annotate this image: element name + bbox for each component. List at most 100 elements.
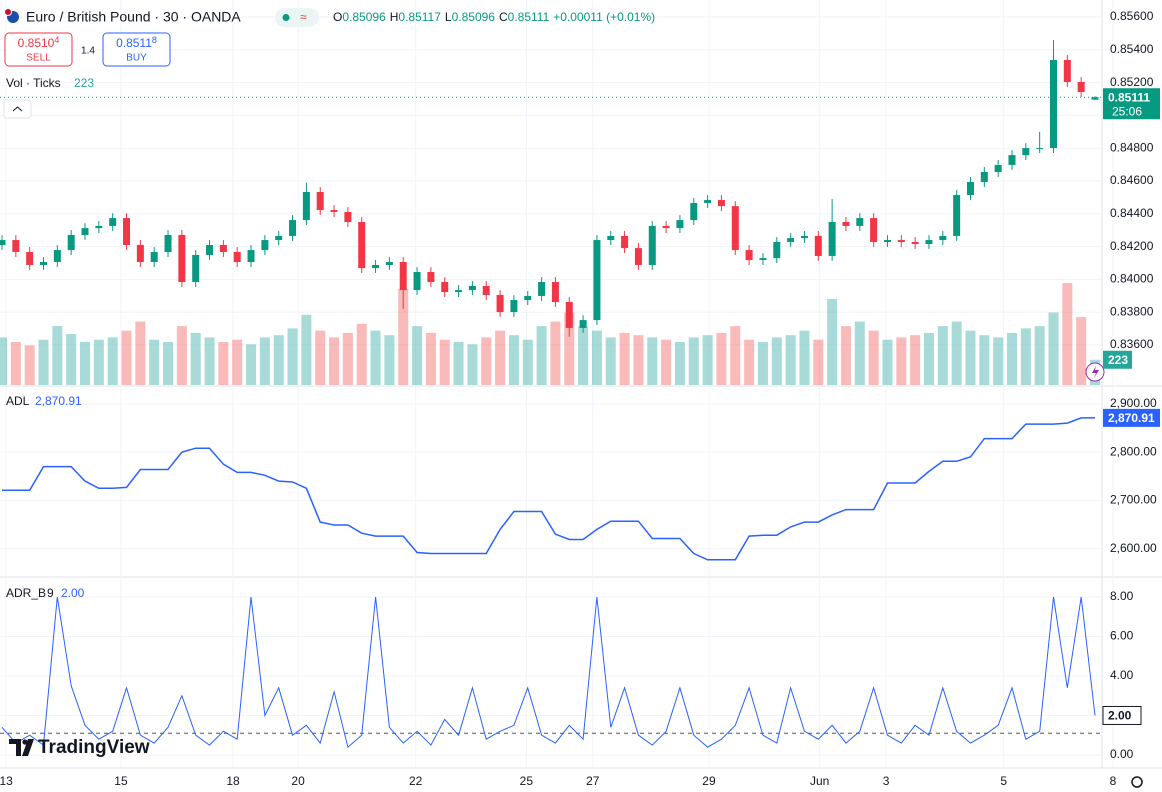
candle-body bbox=[621, 235, 629, 249]
ohlc-key: L bbox=[445, 10, 452, 24]
volume-bar bbox=[854, 321, 865, 385]
sell-pip: 4 bbox=[54, 35, 59, 45]
volume-bar bbox=[647, 337, 658, 385]
candle-body bbox=[925, 240, 933, 244]
candle-body bbox=[275, 235, 283, 241]
candle-body bbox=[966, 182, 974, 195]
brand-logo bbox=[9, 739, 34, 756]
y-tick-label: 0.00 bbox=[1110, 747, 1134, 761]
volume-bar bbox=[591, 330, 602, 385]
volume-bar bbox=[218, 341, 229, 385]
candle-body bbox=[372, 264, 380, 269]
candle-body bbox=[911, 242, 919, 244]
buy-price-main: 0.8511 bbox=[116, 36, 152, 50]
volume-bar bbox=[495, 330, 506, 385]
spread: 1.4 bbox=[81, 46, 95, 57]
candle-body bbox=[1008, 155, 1016, 165]
volume-bar bbox=[259, 337, 270, 385]
volume-bar bbox=[232, 339, 243, 385]
candle-body bbox=[883, 240, 891, 243]
volume-bar bbox=[107, 337, 118, 385]
candle-body bbox=[1091, 97, 1099, 100]
candle-body bbox=[593, 240, 601, 321]
settings-button[interactable] bbox=[1131, 776, 1143, 788]
candle-body bbox=[731, 206, 739, 251]
ohlc-value: 0.85111 bbox=[508, 10, 550, 24]
market-status[interactable] bbox=[275, 8, 319, 27]
candle-body bbox=[233, 252, 241, 263]
price-badge-bg bbox=[1103, 88, 1160, 120]
time-tick-label: 5 bbox=[1000, 774, 1007, 788]
volume-bar bbox=[24, 345, 35, 385]
candle-body bbox=[648, 225, 656, 265]
price-tick-label: 0.83600 bbox=[1110, 337, 1154, 351]
volume-bar bbox=[80, 341, 91, 385]
candle-body bbox=[358, 222, 366, 269]
volume-bar bbox=[453, 341, 464, 385]
volume-bar bbox=[176, 326, 187, 385]
y-tick-label: 8.00 bbox=[1110, 589, 1134, 603]
candle-body bbox=[676, 220, 684, 229]
volume-bar bbox=[536, 326, 547, 385]
symbol-flag bbox=[4, 8, 12, 16]
time-tick-label: 3 bbox=[883, 774, 890, 788]
volume-bar bbox=[1048, 312, 1059, 385]
volume-bar bbox=[149, 339, 160, 385]
candle-body bbox=[1049, 60, 1057, 149]
candle-body bbox=[897, 240, 905, 243]
buy-button[interactable] bbox=[102, 32, 171, 67]
candle-body bbox=[206, 244, 214, 255]
series-line bbox=[2, 417, 1095, 561]
candle-body bbox=[192, 254, 200, 283]
ohlc-value: 0.85117 bbox=[398, 10, 441, 24]
volume-bar bbox=[605, 337, 616, 385]
brand-logo bbox=[22, 739, 28, 745]
ohlc-key: C bbox=[499, 10, 508, 24]
collapse-button[interactable] bbox=[3, 99, 32, 119]
status-dot bbox=[282, 14, 290, 21]
adr-legend-value: 2.00 bbox=[61, 586, 85, 600]
volume-bar bbox=[342, 332, 353, 385]
candle-body bbox=[1063, 60, 1071, 82]
volume-bar bbox=[923, 332, 934, 385]
volume-bar bbox=[785, 335, 796, 385]
volume-bar bbox=[757, 341, 768, 385]
candle-body bbox=[247, 250, 255, 263]
price-tick-label: 0.85400 bbox=[1110, 42, 1154, 56]
volume-legend: Vol · Ticks bbox=[6, 76, 61, 90]
volume-badge: 223 bbox=[1108, 353, 1128, 367]
candle-body bbox=[26, 252, 34, 265]
y-tick-label: 2,800.00 bbox=[1110, 444, 1157, 458]
candle-body bbox=[634, 248, 642, 265]
volume-bar bbox=[135, 321, 146, 385]
volume-bar bbox=[993, 337, 1004, 385]
candle-body bbox=[136, 244, 144, 263]
candle-body bbox=[704, 200, 712, 203]
sell-price-main: 0.8510 bbox=[18, 36, 55, 50]
candle-body bbox=[870, 218, 878, 243]
status-icon: ≈ bbox=[300, 10, 307, 24]
lightning-icon bbox=[1092, 366, 1099, 378]
volume-bar bbox=[1034, 326, 1045, 385]
time-tick-label: 15 bbox=[114, 774, 128, 788]
buy-pip: 8 bbox=[152, 35, 157, 45]
volume-bar bbox=[52, 326, 63, 385]
volume-bar bbox=[688, 337, 699, 385]
symbol-title[interactable]: Euro / British Pound · 30 · OANDA bbox=[26, 9, 241, 25]
sell-price: 0.85104 bbox=[18, 35, 60, 50]
time-tick-label: 18 bbox=[226, 774, 240, 788]
candle-body bbox=[856, 218, 864, 226]
marks bbox=[0, 40, 1102, 749]
volume-bar bbox=[93, 339, 104, 385]
time-tick-label: 20 bbox=[291, 774, 305, 788]
candle-body bbox=[745, 250, 753, 261]
time-tick-label: 8 bbox=[1110, 774, 1117, 788]
candle-body bbox=[413, 272, 421, 291]
series-line bbox=[1, 596, 1096, 749]
adl-legend: ADL bbox=[6, 394, 30, 408]
volume-bar bbox=[329, 337, 340, 385]
volume-bar bbox=[771, 337, 782, 385]
sell-button[interactable] bbox=[4, 32, 73, 67]
adl-legend-value: 2,870.91 bbox=[35, 394, 82, 408]
